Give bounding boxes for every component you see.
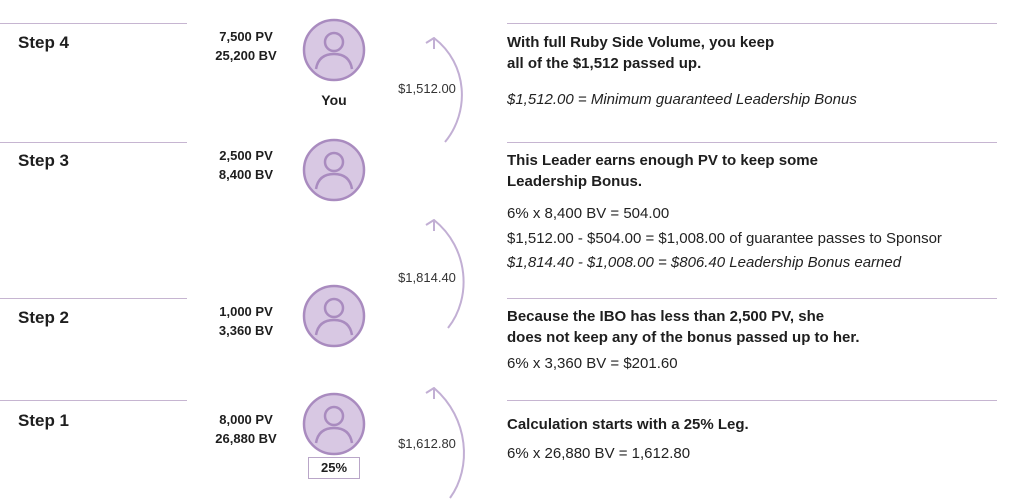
right-divider-step-3 [507,142,997,143]
bv-value: 25,200 BV [215,48,277,63]
calculation-block: 6% x 26,880 BV = 1,612.80 [507,442,690,467]
leg-percent-badge: 25% [308,457,360,479]
bv-value: 3,360 BV [218,323,274,338]
right-divider-step-1 [507,400,997,401]
volume-block: 1,000 PV 3,360 BV [196,302,296,340]
step-label: Step 3 [18,151,70,170]
calculation-block: 6% x 8,400 BV = 504.00 $1,512.00 - $504.… [507,202,942,276]
calculation-line: $1,814.40 - $1,008.00 = $806.40 Leadersh… [507,254,902,271]
calculation-line: 6% x 3,360 BV = $201.60 [507,355,678,372]
volume-block: 7,500 PV 25,200 BV [196,27,296,65]
left-divider-step-4 [0,23,187,24]
left-divider-step-3 [0,142,187,143]
heading-line: With full Ruby Side Volume, you keep [507,34,775,51]
heading-line: This Leader earns enough PV to keep some [507,152,818,169]
transfer-amount: $1,512.00 [398,81,456,96]
pv-value: 7,500 PV [219,29,273,44]
heading-line: does not keep any of the bonus passed up… [507,329,860,346]
pv-value: 1,000 PV [219,304,273,319]
calculation-line: $1,512.00 - $504.00 = $1,008.00 of guara… [507,229,942,247]
step-label: Step 2 [18,308,70,327]
calculation-block: 6% x 3,360 BV = $201.60 [507,352,678,377]
you-label: You [321,92,347,108]
person-circle-icon [302,138,366,202]
bv-value: 8,400 BV [218,167,274,182]
step-label: Step 4 [18,33,70,52]
step-heading: This Leader earns enough PV to keep some… [507,150,818,192]
volume-block: 8,000 PV 26,880 BV [196,410,296,448]
person-circle-icon [302,18,366,82]
calculation-line: $1,512.00 = Minimum guaranteed Leadershi… [507,91,857,108]
pv-value: 8,000 PV [219,412,273,427]
left-divider-step-1 [0,400,187,401]
step-heading: Calculation starts with a 25% Leg. [507,414,749,435]
calculation-block: $1,512.00 = Minimum guaranteed Leadershi… [507,88,857,113]
bv-value: 26,880 BV [215,431,277,446]
transfer-amount: $1,814.40 [398,270,456,285]
person-circle-icon [302,392,366,456]
heading-line: Leadership Bonus. [507,173,643,190]
person-circle-icon [302,284,366,348]
heading-line: all of the $1,512 passed up. [507,55,702,72]
transfer-amount: $1,612.80 [398,436,456,451]
right-divider-step-2 [507,298,997,299]
volume-block: 2,500 PV 8,400 BV [196,146,296,184]
step-heading: Because the IBO has less than 2,500 PV, … [507,306,860,348]
right-divider-step-4 [507,23,997,24]
calculation-line: 6% x 26,880 BV = 1,612.80 [507,445,691,462]
pv-value: 2,500 PV [219,148,273,163]
calculation-line: 6% x 8,400 BV = 504.00 [507,205,670,222]
step-heading: With full Ruby Side Volume, you keep all… [507,32,774,74]
left-divider-step-2 [0,298,187,299]
curved-up-arrow-icon [425,37,463,143]
heading-line: Calculation starts with a 25% Leg. [507,416,749,433]
curved-up-arrow-icon [425,219,465,329]
heading-line: Because the IBO has less than 2,500 PV, … [507,308,825,325]
curved-up-arrow-icon [425,387,465,499]
step-label: Step 1 [18,411,70,430]
